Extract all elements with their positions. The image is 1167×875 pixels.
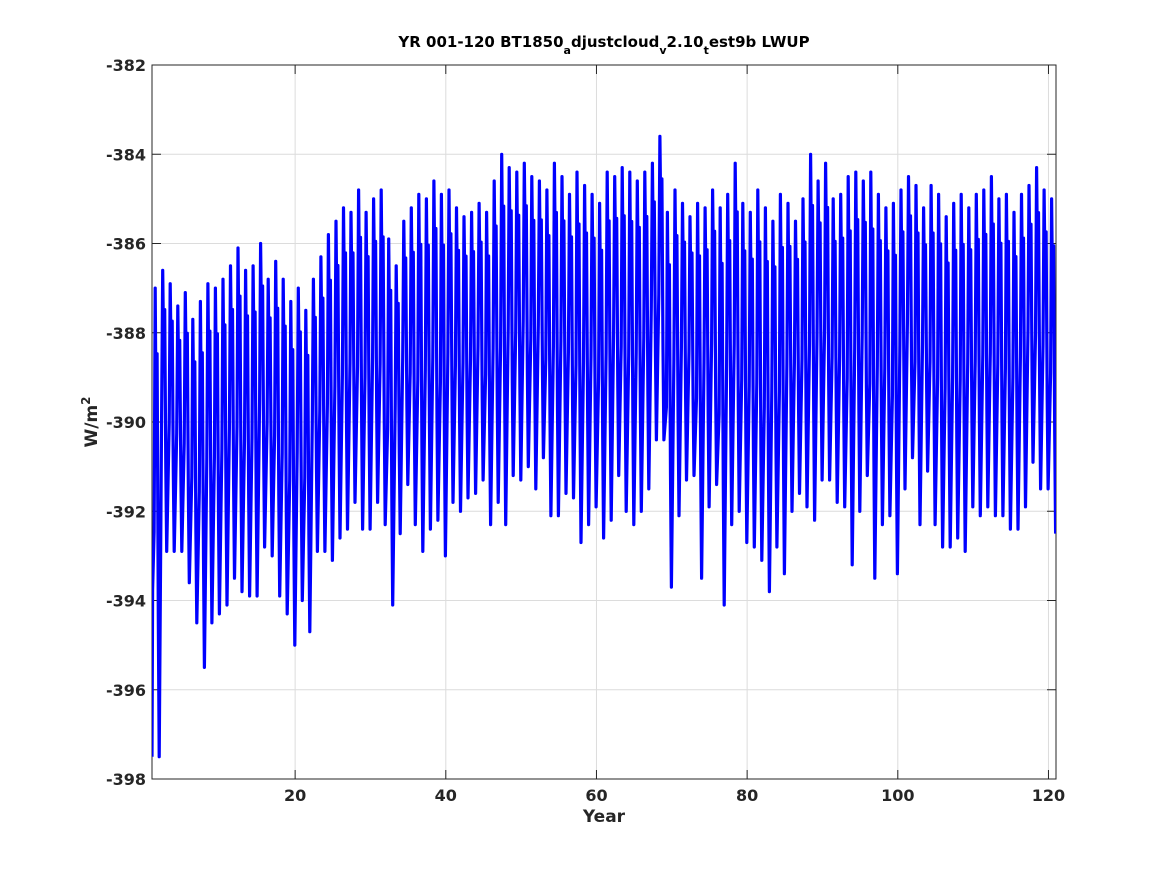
title-subscript: a: [564, 44, 571, 57]
y-tick-label: -384: [106, 145, 146, 164]
series-group: [152, 134, 1056, 759]
title-segment: est9b LWUP: [709, 33, 810, 51]
y-tick-label: -386: [106, 235, 146, 254]
chart-title: YR 001-120 BT1850adjustcloudv2.10test9b …: [397, 33, 809, 57]
x-tick-label: 20: [284, 786, 306, 805]
title-segment: YR 001-120 BT1850: [397, 33, 563, 51]
title-subscript: v: [659, 44, 667, 57]
y-tick-label: -382: [106, 56, 146, 75]
y-tick-label: -388: [106, 324, 146, 343]
y-tick-label: -390: [106, 413, 146, 432]
y-tick-label: -396: [106, 681, 146, 700]
x-tick-label: 120: [1032, 786, 1065, 805]
title-segment: 2.10: [667, 33, 704, 51]
title-segment: djustcloud: [571, 33, 659, 51]
series-line: [152, 134, 1056, 759]
y-tick-label: -398: [106, 770, 146, 789]
y-tick-labels: -398 -396 -394 -392 -390 -388 -386 -384 -382: [106, 56, 146, 789]
y-label-superscript: 2: [79, 396, 93, 404]
title-subscript: t: [704, 44, 709, 57]
x-tick-labels: 20 40 60 80 100 120: [284, 786, 1065, 805]
x-tick-label: 80: [736, 786, 758, 805]
y-tick-label: -394: [106, 592, 146, 611]
x-tick-label: 100: [881, 786, 914, 805]
x-tick-label: 40: [435, 786, 457, 805]
y-tick-label: -392: [106, 502, 146, 521]
y-axis-label: W/m2: [79, 396, 102, 447]
y-label-base: W/m: [82, 405, 102, 448]
x-axis-label: Year: [582, 807, 626, 827]
x-tick-label: 60: [585, 786, 607, 805]
